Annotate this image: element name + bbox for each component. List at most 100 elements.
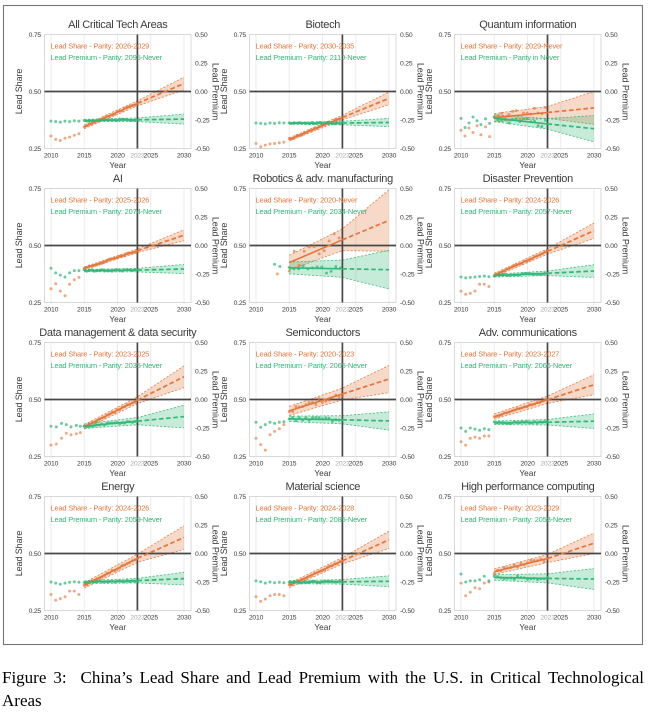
svg-text:-0.25: -0.25 xyxy=(195,579,210,586)
svg-text:2025: 2025 xyxy=(144,461,159,468)
svg-text:Lead Share: Lead Share xyxy=(219,377,229,423)
svg-text:Year: Year xyxy=(519,314,536,324)
svg-text:Lead Premium: Lead Premium xyxy=(621,217,631,274)
svg-text:0.25: 0.25 xyxy=(195,60,208,67)
svg-text:Lead Premium - Parity: 2057-Ne: Lead Premium - Parity: 2057-Never xyxy=(461,207,573,216)
svg-text:0.50: 0.50 xyxy=(234,551,247,558)
svg-text:Lead Share - Parity: 2025-2026: Lead Share - Parity: 2025-2026 xyxy=(51,196,150,205)
svg-text:2030: 2030 xyxy=(587,307,602,314)
svg-text:Lead Share: Lead Share xyxy=(219,531,229,577)
svg-text:0.25: 0.25 xyxy=(29,300,42,307)
svg-text:2015: 2015 xyxy=(487,461,502,468)
svg-text:2025: 2025 xyxy=(349,615,364,622)
svg-text:0.50: 0.50 xyxy=(195,340,208,347)
svg-text:Lead Share - Parity: 2024-2028: Lead Share - Parity: 2024-2028 xyxy=(256,504,355,513)
svg-text:0.50: 0.50 xyxy=(195,32,208,39)
svg-text:-0.50: -0.50 xyxy=(605,300,620,307)
svg-text:-0.50: -0.50 xyxy=(400,608,415,615)
svg-text:-0.50: -0.50 xyxy=(605,146,620,153)
svg-text:Adv. communications: Adv. communications xyxy=(479,327,578,339)
svg-text:Lead Share - Parity: 2020-2023: Lead Share - Parity: 2020-2023 xyxy=(256,350,355,359)
svg-text:0.00: 0.00 xyxy=(400,551,413,558)
svg-text:0.25: 0.25 xyxy=(439,608,452,615)
svg-text:0.50: 0.50 xyxy=(400,340,413,347)
svg-text:Year: Year xyxy=(109,468,126,478)
svg-text:0.25: 0.25 xyxy=(234,300,247,307)
svg-text:0.25: 0.25 xyxy=(29,608,42,615)
svg-text:0.50: 0.50 xyxy=(439,397,452,404)
svg-text:Year: Year xyxy=(519,622,536,632)
svg-text:0.50: 0.50 xyxy=(29,397,42,404)
svg-text:0.00: 0.00 xyxy=(195,243,208,250)
svg-text:Lead Premium - Parity: 2065-Ne: Lead Premium - Parity: 2065-Never xyxy=(256,361,368,370)
svg-text:-0.50: -0.50 xyxy=(605,454,620,461)
svg-text:0.50: 0.50 xyxy=(234,243,247,250)
svg-text:0.25: 0.25 xyxy=(400,60,413,67)
svg-text:0.75: 0.75 xyxy=(29,32,42,39)
svg-text:-0.50: -0.50 xyxy=(195,608,210,615)
svg-text:2025: 2025 xyxy=(144,307,159,314)
svg-text:2030: 2030 xyxy=(177,461,192,468)
svg-text:2020: 2020 xyxy=(520,153,535,160)
svg-text:Lead Share: Lead Share xyxy=(14,223,24,269)
svg-text:AI: AI xyxy=(113,173,123,185)
svg-text:0.50: 0.50 xyxy=(195,186,208,193)
svg-text:2010: 2010 xyxy=(454,461,469,468)
svg-text:-0.25: -0.25 xyxy=(195,271,210,278)
svg-text:Year: Year xyxy=(109,314,126,324)
svg-text:0.75: 0.75 xyxy=(29,340,42,347)
svg-text:0.00: 0.00 xyxy=(195,397,208,404)
svg-text:0.00: 0.00 xyxy=(605,243,618,250)
svg-text:0.00: 0.00 xyxy=(605,89,618,96)
svg-text:2010: 2010 xyxy=(44,153,59,160)
svg-text:Lead Premium - Parity: 2034-Ne: Lead Premium - Parity: 2034-Never xyxy=(256,207,368,216)
svg-text:Lead Share - Parity: 2023-2025: Lead Share - Parity: 2023-2025 xyxy=(51,350,150,359)
svg-text:2023: 2023 xyxy=(130,615,145,622)
svg-text:0.50: 0.50 xyxy=(234,397,247,404)
svg-text:-0.50: -0.50 xyxy=(605,608,620,615)
svg-text:Year: Year xyxy=(314,468,331,478)
svg-text:Semiconductors: Semiconductors xyxy=(285,327,360,339)
svg-text:2030: 2030 xyxy=(177,615,192,622)
svg-text:Lead Premium: Lead Premium xyxy=(621,371,631,428)
svg-text:2015: 2015 xyxy=(77,153,92,160)
svg-text:0.25: 0.25 xyxy=(400,214,413,221)
svg-text:Quantum information: Quantum information xyxy=(479,19,576,31)
svg-text:0.00: 0.00 xyxy=(400,89,413,96)
svg-text:2020: 2020 xyxy=(110,153,125,160)
svg-text:2015: 2015 xyxy=(487,307,502,314)
svg-text:0.50: 0.50 xyxy=(234,89,247,96)
svg-text:0.75: 0.75 xyxy=(439,32,452,39)
svg-text:0.50: 0.50 xyxy=(195,494,208,501)
svg-text:2020: 2020 xyxy=(520,461,535,468)
svg-text:2025: 2025 xyxy=(349,307,364,314)
svg-text:Lead Premium - Parity: 2035-Ne: Lead Premium - Parity: 2035-Never xyxy=(51,361,163,370)
svg-text:2015: 2015 xyxy=(282,153,297,160)
svg-text:0.50: 0.50 xyxy=(605,494,618,501)
svg-text:2020: 2020 xyxy=(110,307,125,314)
svg-text:0.25: 0.25 xyxy=(29,454,42,461)
svg-text:Lead Share: Lead Share xyxy=(14,69,24,115)
svg-text:Lead Premium: Lead Premium xyxy=(621,525,631,582)
svg-text:0.50: 0.50 xyxy=(29,89,42,96)
svg-text:2010: 2010 xyxy=(44,615,59,622)
svg-text:0.25: 0.25 xyxy=(605,368,618,375)
svg-text:2023: 2023 xyxy=(335,615,350,622)
svg-text:2015: 2015 xyxy=(487,153,502,160)
svg-text:2025: 2025 xyxy=(144,153,159,160)
svg-text:2015: 2015 xyxy=(282,615,297,622)
svg-text:0.00: 0.00 xyxy=(400,243,413,250)
svg-text:2030: 2030 xyxy=(587,461,602,468)
svg-text:0.50: 0.50 xyxy=(605,340,618,347)
svg-text:0.50: 0.50 xyxy=(29,243,42,250)
svg-text:0.25: 0.25 xyxy=(195,522,208,529)
svg-text:Lead Share: Lead Share xyxy=(424,69,434,115)
svg-text:2020: 2020 xyxy=(315,461,330,468)
svg-text:2030: 2030 xyxy=(587,153,602,160)
svg-text:Lead Share - Parity: 2029-Neve: Lead Share - Parity: 2029-Never xyxy=(461,42,563,51)
svg-text:2015: 2015 xyxy=(77,461,92,468)
svg-text:Material science: Material science xyxy=(285,481,360,493)
svg-text:2025: 2025 xyxy=(554,153,569,160)
svg-text:Lead Premium - Parity: 2059-Ne: Lead Premium - Parity: 2059-Never xyxy=(51,515,163,524)
svg-text:2015: 2015 xyxy=(487,615,502,622)
